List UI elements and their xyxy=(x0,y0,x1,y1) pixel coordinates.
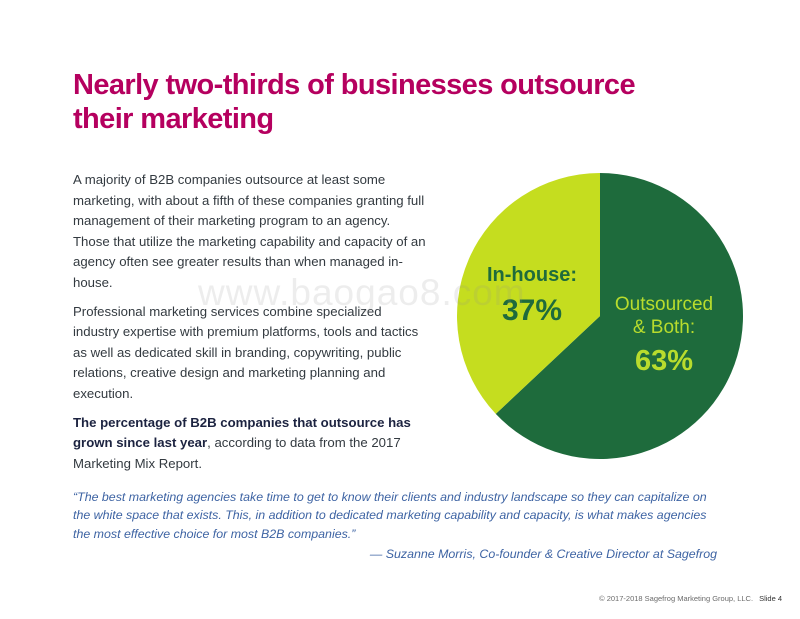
pie-chart: In-house: 37% Outsourced & Both: 63% xyxy=(455,173,755,473)
pie-slice-in-house xyxy=(457,173,600,414)
quote-block: “The best marketing agencies take time t… xyxy=(73,488,723,564)
copyright-text: © 2017-2018 Sagefrog Marketing Group, LL… xyxy=(599,594,754,603)
intro-paragraph: A majority of B2B companies outsource at… xyxy=(73,172,426,290)
inhouse-value: 37% xyxy=(502,294,562,327)
footer: © 2017-2018 Sagefrog Marketing Group, LL… xyxy=(599,594,782,603)
highlight-bold-text: The percentage of B2B companies that out… xyxy=(73,414,411,451)
outsourced-label-line1: Outsourced xyxy=(615,294,713,315)
quote-attribution: — Suzanne Morris, Co-founder & Creative … xyxy=(369,547,717,562)
pie-chart-svg: In-house: 37% Outsourced & Both: 63% xyxy=(457,173,744,459)
pie-slices xyxy=(457,173,744,459)
highlight-rest-text: , according to data from the 2017 Market… xyxy=(73,435,401,471)
outsourced-value: 63% xyxy=(635,345,693,377)
slide-number: Slide 4 xyxy=(759,594,782,603)
page-title: Nearly two-thirds of businesses outsourc… xyxy=(73,69,636,135)
body-text: A majority of B2B companies outsource at… xyxy=(73,170,428,482)
pie-slice-outsourced xyxy=(495,173,744,459)
services-paragraph: Professional marketing services combine … xyxy=(73,303,419,401)
inhouse-label: In-house: xyxy=(487,264,577,286)
highlight-paragraph: The percentage of B2B companies that out… xyxy=(73,413,428,475)
outsourced-label-line2: & Both: xyxy=(633,317,695,338)
quote-text: “The best marketing agencies take time t… xyxy=(73,490,707,541)
